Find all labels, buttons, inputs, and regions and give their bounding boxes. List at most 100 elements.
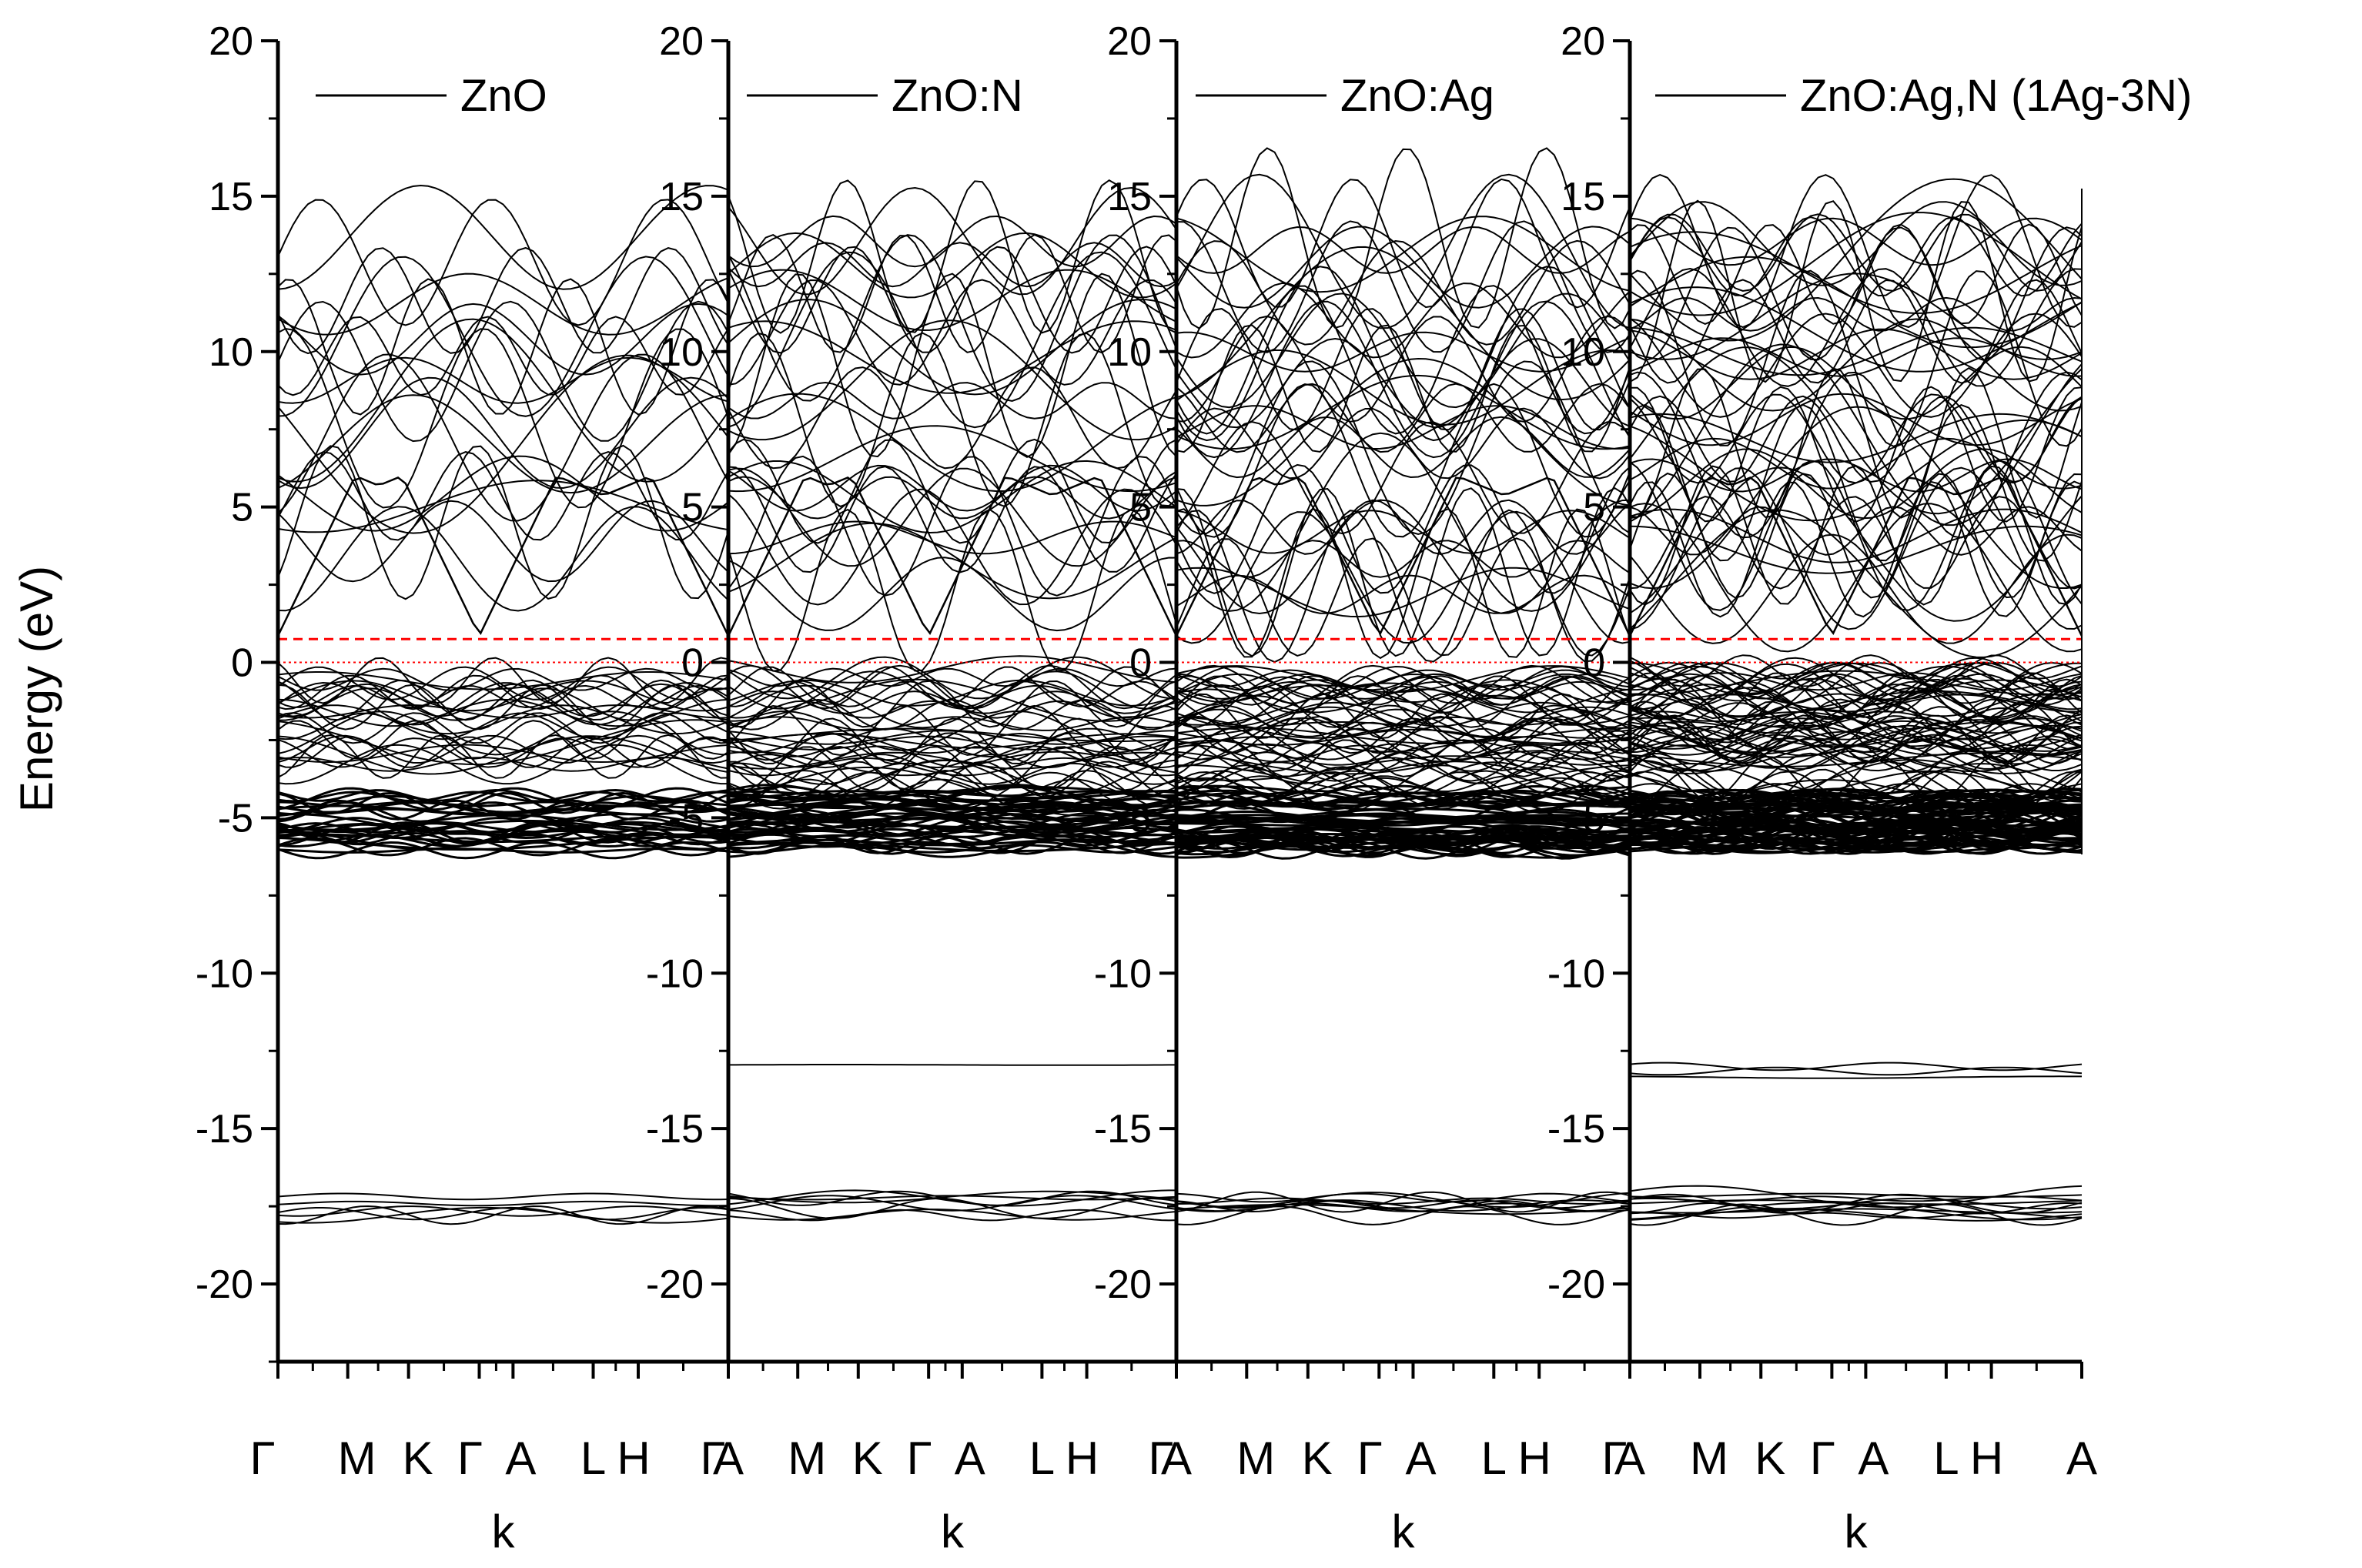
conduction-band: [1176, 315, 1631, 423]
conduction-band: [1176, 147, 1631, 329]
y-tick-label: 15: [659, 175, 704, 219]
kpoint-label: H: [1970, 1433, 2003, 1484]
deep-band: [1176, 1192, 1631, 1209]
kpoint-label: M: [1690, 1433, 1728, 1484]
y-axis-title: Energy (eV): [11, 566, 62, 812]
valence-band: [1176, 676, 1631, 706]
y-tick-label: -10: [196, 951, 253, 996]
deep-band: [728, 1189, 1176, 1207]
d-band: [1630, 841, 2083, 853]
y-tick-label: -5: [218, 796, 253, 841]
conduction-band: [1176, 239, 1631, 346]
d-band: [1176, 824, 1631, 846]
d-band: [728, 829, 1177, 837]
conduction-band: [728, 232, 1177, 299]
y-tick-label: 5: [1129, 486, 1152, 530]
conduction-band: [1176, 432, 1631, 612]
d-band: [1176, 822, 1631, 835]
conduction-band: [1629, 174, 2083, 329]
conduction-band: [1176, 300, 1631, 459]
d-band: [1629, 828, 2083, 852]
y-tick-label: 20: [659, 19, 704, 64]
valence-band: [1629, 724, 2083, 756]
legend-entry: ZnO:N: [892, 71, 1023, 121]
kpoint-label: A: [713, 1433, 744, 1484]
conduction-band: [1629, 367, 2083, 519]
deep-band: [1629, 1208, 2083, 1214]
valence-band: [277, 671, 729, 690]
deep-band: [1629, 1185, 2083, 1209]
conduction-band: [1629, 269, 2083, 447]
y-tick-label: 20: [1561, 19, 1605, 64]
d-band: [1176, 791, 1631, 807]
valence-band: [277, 757, 729, 772]
d-band: [277, 787, 729, 811]
n-2s-band: [1630, 1075, 2082, 1079]
conduction-band: [1629, 413, 2083, 463]
kpoint-label: H: [617, 1433, 650, 1484]
kpoint-label: A: [1858, 1433, 1889, 1484]
d-band: [277, 813, 729, 835]
conduction-band: [1629, 213, 2083, 293]
y-tick-label: -10: [646, 951, 704, 996]
conduction-band: [1629, 496, 2083, 590]
y-tick-label: 0: [681, 641, 704, 686]
deep-band: [1629, 1197, 2083, 1210]
conduction-band: [1629, 226, 2083, 361]
d-band: [728, 820, 1177, 831]
conduction-band: [1629, 480, 2083, 618]
kpoint-label: Γ: [1357, 1433, 1383, 1484]
d-band: [1629, 790, 2083, 797]
valence-band: [728, 732, 1177, 761]
conduction-band: [277, 376, 729, 490]
conduction-band: [1629, 216, 2083, 297]
conduction-band: [277, 394, 729, 494]
y-tick-label: 0: [231, 641, 253, 686]
conduction-band: [728, 242, 1177, 288]
conduction-band: [1629, 326, 2083, 376]
valence-band: [728, 710, 1177, 751]
conduction-band: [277, 303, 729, 376]
conduction-band: [728, 520, 1177, 555]
y-tick-label: -5: [1570, 796, 1605, 841]
deep-band: [277, 1206, 729, 1221]
deep-band: [1176, 1197, 1631, 1205]
conduction-band: [277, 272, 729, 336]
valence-band: [728, 746, 1177, 791]
valence-band: [1629, 725, 2083, 771]
kpoint-label: Γ: [1810, 1433, 1835, 1484]
valence-band: [277, 744, 728, 785]
valence-band: [1629, 737, 2083, 772]
valence-band: [1629, 734, 2083, 765]
valence-band: [1176, 675, 1631, 706]
y-tick-label: 20: [1107, 19, 1152, 64]
deep-band: [728, 1195, 1177, 1212]
panel-3: [1175, 48, 1631, 1225]
conduction-band: [728, 246, 1177, 354]
kpoint-label: H: [1066, 1433, 1099, 1484]
d-band: [1176, 810, 1631, 827]
conduction-band: [728, 467, 1177, 567]
legend-entry: ZnO:Ag,N (1Ag-3N): [1800, 71, 2192, 121]
conduction-band: [728, 460, 1177, 534]
valence-band: [1176, 665, 1631, 700]
d-band: [1629, 790, 2083, 809]
conduction-band: [1176, 499, 1631, 615]
d-band: [728, 827, 1176, 838]
valence-band: [1176, 680, 1631, 700]
kpoint-label: K: [403, 1433, 433, 1484]
valence-band: [728, 745, 1177, 791]
conduction-band: [1176, 246, 1631, 401]
y-tick-label: 10: [1561, 330, 1605, 375]
y-tick-label: -20: [646, 1262, 704, 1307]
y-tick-label: 15: [1561, 175, 1605, 219]
conduction-band: [1176, 416, 1631, 479]
conduction-band: [728, 299, 1177, 396]
conduction-band: [1176, 360, 1631, 536]
conduction-band: [1629, 420, 2083, 522]
d-band: [728, 825, 1177, 848]
conduction-band: [728, 251, 1177, 429]
y-tick-label: 5: [681, 486, 704, 530]
conduction-band: [1629, 509, 2083, 658]
d-band: [277, 804, 729, 815]
